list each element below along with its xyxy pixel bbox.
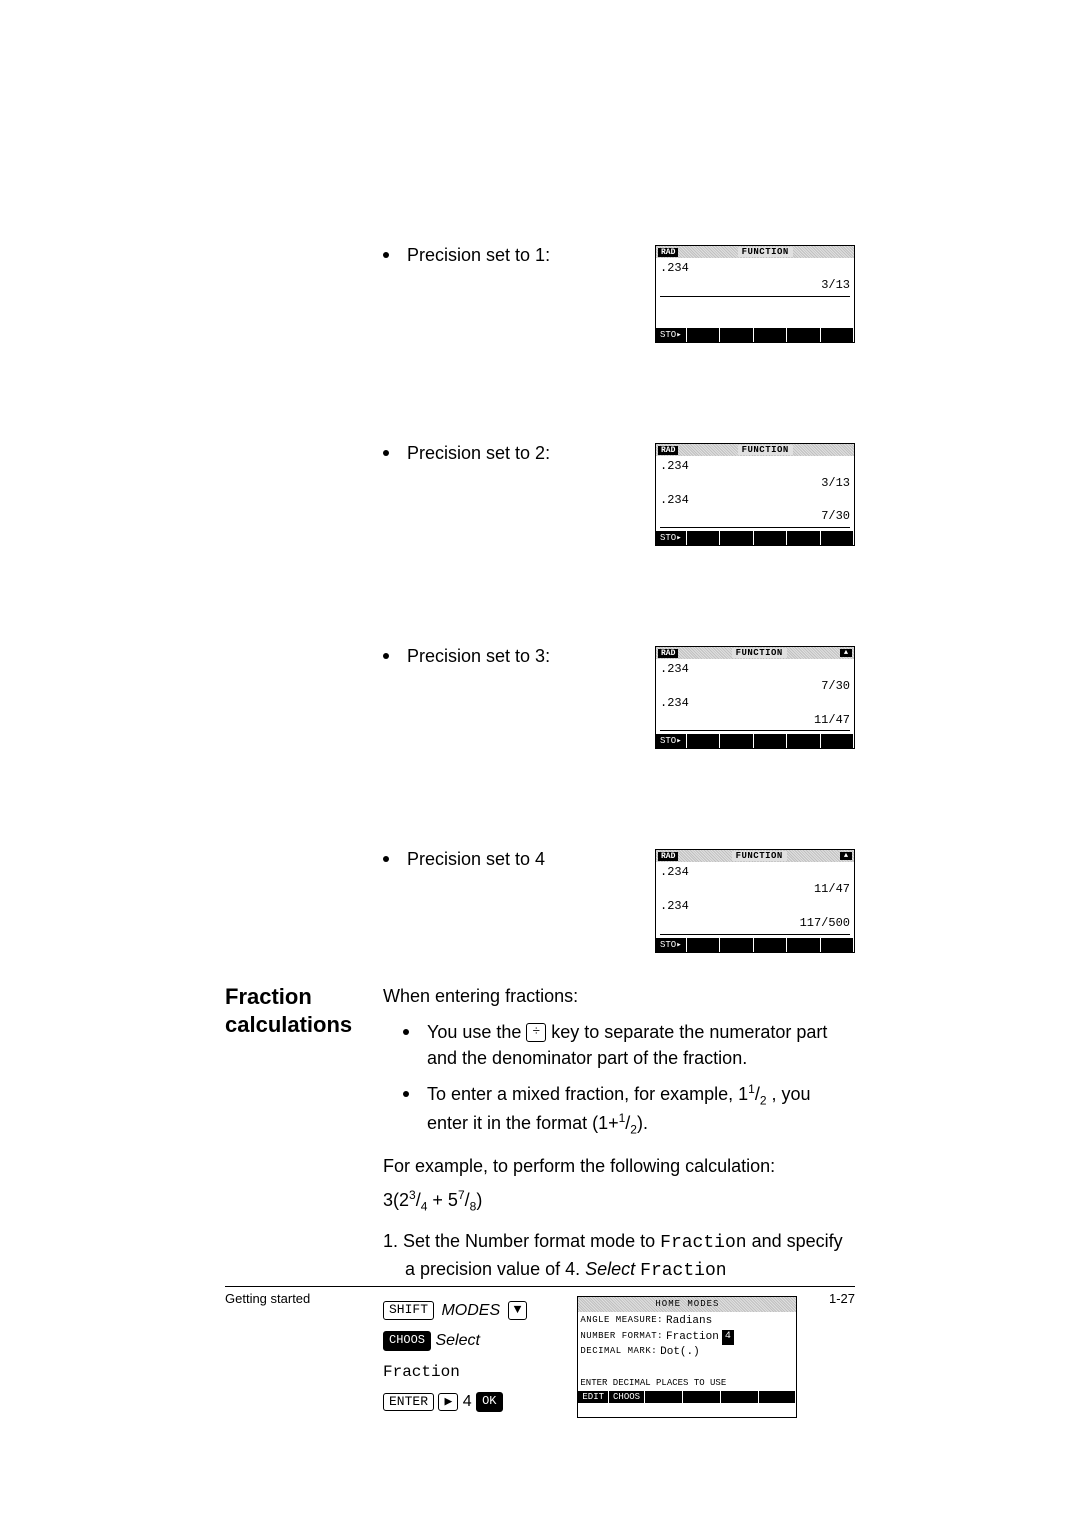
calc-titlebar: RAD FUNCTION (656, 444, 854, 456)
bullet-1: You use the ÷ key to separate the numera… (403, 1019, 855, 1071)
calc-body: .234 3/13 .234 7/30 (656, 456, 854, 531)
bullet-dot (383, 252, 389, 258)
keys-sequence: SHIFT MODES ▼ CHOOS Select Fraction ENTE… (383, 1296, 527, 1418)
precision-4-label: Precision set to 4 (407, 849, 545, 870)
screenshot-4: RAD FUNCTION ▲ .234 11/47 .234 117/500 S… (655, 849, 855, 952)
screenshot-1: RAD FUNCTION .234 3/13 STO▸ (655, 245, 855, 343)
home-modes-screenshot: HOME MODES ANGLE MEASURE:Radians NUMBER … (577, 1296, 797, 1418)
precision-4-row: Precision set to 4 RAD FUNCTION ▲ .234 1… (383, 849, 855, 952)
intro-text: When entering fractions: (383, 983, 855, 1009)
bullet-2: To enter a mixed fraction, for example, … (403, 1081, 855, 1139)
page: Precision set to 1: RAD FUNCTION .234 3/… (0, 0, 1080, 1418)
calc-body: .234 3/13 (656, 258, 854, 328)
math-expression: 3(23/4 + 57/8) (383, 1187, 855, 1216)
enter-key: ENTER (383, 1393, 434, 1412)
right-key: ▶ (438, 1393, 458, 1412)
bullet-dot (403, 1029, 409, 1035)
bullet-2-text: To enter a mixed fraction, for example, … (427, 1081, 855, 1139)
divide-key: ÷ (526, 1023, 546, 1042)
calc-body: .234 7/30 .234 11/47 (656, 659, 854, 734)
calc-footer: STO▸ (656, 734, 854, 748)
calc-titlebar: RAD FUNCTION ▲ (656, 647, 854, 659)
screenshot-3: RAD FUNCTION ▲ .234 7/30 .234 11/47 STO▸ (655, 646, 855, 749)
calc-titlebar: RAD FUNCTION (656, 246, 854, 258)
para: For example, to perform the following ca… (383, 1153, 855, 1179)
screenshot-2: RAD FUNCTION .234 3/13 .234 7/30 STO▸ (655, 443, 855, 546)
calc-mode: RAD (658, 248, 678, 257)
up-arrow-icon: ▲ (840, 649, 852, 657)
section-title: Fraction calculations (225, 983, 383, 1418)
precision-2-row: Precision set to 2: RAD FUNCTION .234 3/… (383, 443, 855, 546)
sto-button: STO▸ (656, 328, 687, 342)
up-arrow-icon: ▲ (840, 852, 852, 860)
bullet-dot (383, 450, 389, 456)
precision-1-row: Precision set to 1: RAD FUNCTION .234 3/… (383, 245, 855, 343)
ok-key: OK (476, 1392, 502, 1412)
precision-1-label: Precision set to 1: (407, 245, 550, 266)
keys-block: SHIFT MODES ▼ CHOOS Select Fraction ENTE… (383, 1296, 855, 1418)
footer-left: Getting started (225, 1291, 310, 1306)
precision-3-row: Precision set to 3: RAD FUNCTION ▲ .234 … (383, 646, 855, 749)
fraction-section: Fraction calculations When entering frac… (225, 983, 855, 1418)
home-prompt: ENTER DECIMAL PLACES TO USE (578, 1376, 796, 1391)
calc-footer: STO▸ (656, 328, 854, 342)
bullet-dot (383, 856, 389, 862)
page-footer: Getting started 1-27 (225, 1286, 855, 1306)
choos-key: CHOOS (383, 1331, 431, 1351)
home-footer: EDIT CHOOS (578, 1391, 796, 1403)
calc-body: .234 11/47 .234 117/500 (656, 862, 854, 937)
precision-2-label: Precision set to 2: (407, 443, 550, 464)
calc-title: FUNCTION (738, 247, 793, 257)
footer-right: 1-27 (829, 1291, 855, 1306)
calc-footer: STO▸ (656, 938, 854, 952)
step-1: 1. Set the Number format mode to Fractio… (383, 1228, 855, 1284)
bullet-1-text: You use the ÷ key to separate the numera… (427, 1019, 855, 1071)
bullet-dot (383, 653, 389, 659)
calc-titlebar: RAD FUNCTION ▲ (656, 850, 854, 862)
section-body: When entering fractions: You use the ÷ k… (383, 983, 855, 1418)
calc-footer: STO▸ (656, 531, 854, 545)
precision-3-label: Precision set to 3: (407, 646, 550, 667)
bullet-dot (403, 1091, 409, 1097)
